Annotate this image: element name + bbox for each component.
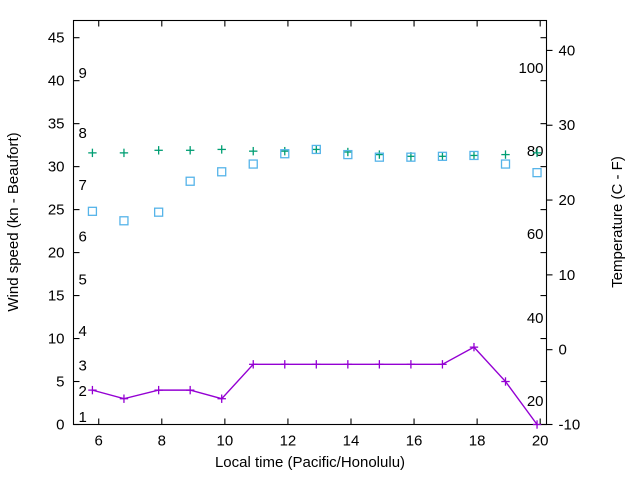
x-tick-label: 10 — [217, 433, 234, 450]
temperature-series — [87, 144, 542, 226]
temperature-marker — [217, 167, 227, 177]
beaufort-label: 1 — [79, 409, 87, 426]
temperature-marker — [153, 207, 164, 217]
temperature-marker — [532, 167, 542, 178]
temperature-marker — [119, 216, 129, 226]
left-tick-label: 15 — [48, 288, 65, 305]
x-tick-label: 6 — [95, 433, 103, 450]
right-tick-label: 40 — [559, 42, 576, 59]
x-tick-label: 20 — [532, 433, 549, 450]
right-tick-label: -10 — [559, 417, 581, 434]
beaufort-label: 2 — [79, 383, 87, 400]
right-tick-label: 0 — [559, 342, 567, 359]
x-tick-label: 8 — [158, 433, 166, 450]
plot-border — [72, 19, 548, 426]
pressure-series — [88, 145, 542, 161]
x-tick-label: 16 — [406, 433, 423, 450]
left-tick-label: 30 — [48, 159, 65, 176]
y2-axis-title: Temperature (C - F) — [609, 156, 626, 288]
x-tick-label: 14 — [343, 433, 360, 450]
temperature-marker — [343, 149, 353, 160]
x-tick-label: 12 — [280, 433, 297, 450]
temperature-marker — [87, 206, 98, 216]
temperature-marker — [374, 152, 385, 162]
y-axis-title: Wind speed (kn - Beaufort) — [5, 132, 22, 311]
beaufort-label: 4 — [79, 323, 87, 340]
beaufort-label: 5 — [79, 271, 87, 288]
left-tick-label: 0 — [56, 417, 64, 434]
fahrenheit-label: 40 — [527, 310, 544, 327]
temperature-marker — [280, 149, 290, 159]
temperature-marker — [406, 152, 416, 162]
temperature-marker — [437, 151, 448, 161]
right-tick-label: 10 — [559, 267, 576, 284]
fahrenheit-label: 80 — [527, 143, 544, 160]
right-axis-ticks: -10 0 10 20 30 40 — [546, 42, 581, 434]
x-tick-label: 18 — [469, 433, 486, 450]
left-tick-label: 20 — [48, 245, 65, 262]
right-tick-label: 30 — [559, 117, 576, 134]
left-tick-label: 10 — [48, 331, 65, 348]
left-tick-label: 45 — [48, 30, 65, 47]
temperature-marker — [248, 159, 258, 169]
fahrenheit-label: 20 — [527, 393, 544, 410]
beaufort-label: 7 — [79, 177, 87, 194]
beaufort-label: 9 — [79, 65, 87, 82]
left-tick-label: 40 — [48, 73, 65, 90]
wind-speed-series — [88, 342, 542, 429]
fahrenheit-scale-labels: 20 40 60 80 100 — [518, 60, 543, 410]
temperature-marker — [311, 144, 321, 155]
beaufort-scale-labels: 1 2 3 4 5 6 7 8 9 — [79, 65, 87, 426]
left-tick-label: 5 — [56, 374, 64, 391]
right-tick-label: 20 — [559, 192, 576, 209]
beaufort-label: 6 — [79, 228, 87, 245]
temperature-marker — [185, 176, 195, 186]
fahrenheit-label: 100 — [518, 60, 543, 77]
temperature-marker — [500, 159, 511, 169]
left-tick-label: 35 — [48, 116, 65, 133]
beaufort-label: 3 — [79, 357, 87, 374]
x-axis-title: Local time (Pacific/Honolulu) — [215, 454, 405, 471]
bottom-axis-ticks: 6 8 10 12 14 16 18 20 — [95, 20, 549, 450]
fahrenheit-label: 60 — [527, 226, 544, 243]
beaufort-label: 8 — [79, 125, 87, 142]
left-tick-label: 25 — [48, 202, 65, 219]
temperature-marker — [469, 150, 479, 161]
